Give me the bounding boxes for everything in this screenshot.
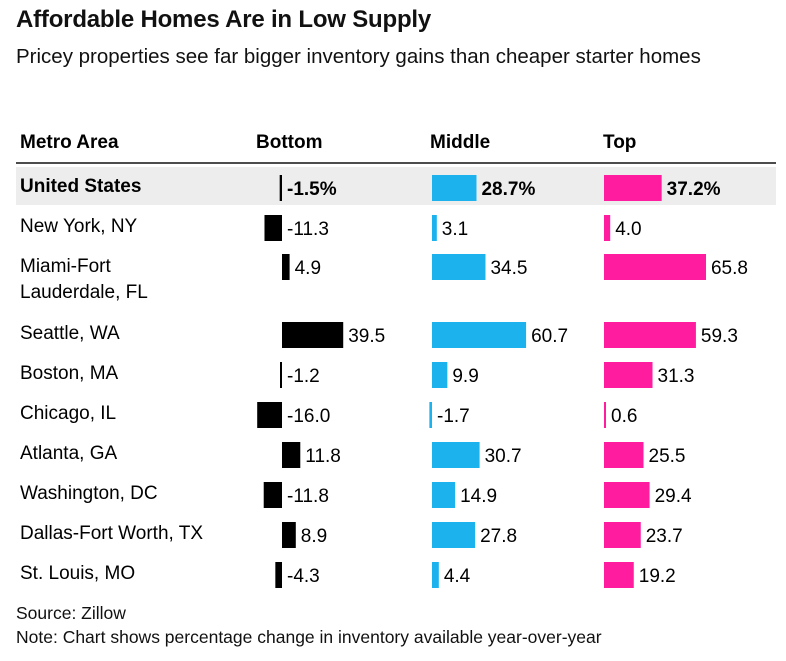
header-middle: Middle <box>430 132 490 153</box>
bottom-bar <box>263 482 282 508</box>
bottom-value-label: 11.8 <box>305 446 341 467</box>
bottom-bar <box>282 254 290 280</box>
footnote: Note: Chart shows percentage change in i… <box>16 627 602 647</box>
middle-bar <box>432 175 477 201</box>
middle-bar <box>432 362 448 388</box>
bottom-bar <box>282 442 301 468</box>
bottom-bar <box>257 402 282 428</box>
bottom-value-label: -16.0 <box>287 406 330 427</box>
bottom-value-label: 39.5 <box>348 326 385 347</box>
bottom-bar <box>282 322 344 348</box>
top-value-label: 65.8 <box>711 258 748 279</box>
chart-title: Affordable Homes Are in Low Supply <box>16 6 432 33</box>
chart-subtitle: Pricey properties see far bigger invento… <box>16 45 701 68</box>
metro-label: Chicago, IL <box>20 403 116 424</box>
metro-label: Atlanta, GA <box>20 443 117 464</box>
bottom-value-label: -11.3 <box>287 219 329 240</box>
top-value-label: 31.3 <box>658 366 695 387</box>
bottom-bar <box>282 522 296 548</box>
metro-label: Dallas-Fort Worth, TX <box>20 523 203 544</box>
bottom-value-label: -1.5% <box>287 179 337 200</box>
bottom-bar <box>279 175 282 201</box>
header-metro-area: Metro Area <box>20 132 119 153</box>
top-bar <box>604 322 696 348</box>
top-value-label: 37.2% <box>667 179 721 200</box>
metro-label: St. Louis, MO <box>20 563 135 584</box>
middle-value-label: 60.7 <box>531 326 568 347</box>
middle-value-label: 14.9 <box>460 486 497 507</box>
top-value-label: 25.5 <box>649 446 686 467</box>
middle-value-label: 30.7 <box>485 446 522 467</box>
middle-value-label: 34.5 <box>490 258 527 279</box>
source-note: Source: Zillow <box>16 603 126 623</box>
middle-value-label: 3.1 <box>442 219 468 240</box>
bottom-value-label: -4.3 <box>287 566 320 587</box>
top-bar <box>604 215 611 241</box>
top-value-label: 29.4 <box>655 486 692 507</box>
top-bar <box>604 482 650 508</box>
top-bar <box>604 254 706 280</box>
middle-value-label: 28.7% <box>481 179 535 200</box>
metro-label: Seattle, WA <box>20 323 120 344</box>
top-bar <box>604 442 644 468</box>
top-value-label: 19.2 <box>639 566 676 587</box>
middle-bar <box>432 522 476 548</box>
metro-label: Washington, DC <box>20 483 158 504</box>
bottom-value-label: -1.2 <box>287 366 320 387</box>
metro-label: Miami-Fort <box>20 256 111 277</box>
bottom-bar <box>275 562 282 588</box>
middle-value-label: -1.7 <box>437 406 470 427</box>
bottom-value-label: 4.9 <box>295 258 321 279</box>
header-top: Top <box>603 132 636 153</box>
middle-bar <box>432 482 456 508</box>
top-bar <box>604 562 634 588</box>
middle-value-label: 27.8 <box>480 526 517 547</box>
middle-value-label: 4.4 <box>444 566 471 587</box>
metro-label: Boston, MA <box>20 363 119 384</box>
top-bar <box>604 362 653 388</box>
top-value-label: 59.3 <box>701 326 738 347</box>
table-rows: United States -1.5% 28.7% 37.2% New York, NY… <box>16 167 776 588</box>
bottom-bar <box>280 362 282 388</box>
metro-label: New York, NY <box>20 216 138 237</box>
metro-label: Lauderdale, FL <box>20 282 148 303</box>
top-bar <box>604 402 606 428</box>
middle-bar <box>429 402 432 428</box>
bottom-bar <box>264 215 282 241</box>
top-bar <box>604 522 641 548</box>
middle-bar <box>432 562 439 588</box>
middle-bar <box>432 442 480 468</box>
top-value-label: 23.7 <box>646 526 683 547</box>
middle-bar <box>432 254 486 280</box>
bottom-value-label: -11.8 <box>287 486 329 507</box>
metro-label: United States <box>20 176 141 197</box>
middle-value-label: 9.9 <box>452 366 478 387</box>
middle-bar <box>432 322 527 348</box>
middle-bar <box>432 215 437 241</box>
top-value-label: 4.0 <box>615 219 641 240</box>
chart-table: Metro Area Bottom Middle Top United Stat… <box>16 132 776 588</box>
top-value-label: 0.6 <box>611 406 637 427</box>
top-bar <box>604 175 662 201</box>
bottom-value-label: 8.9 <box>301 526 327 547</box>
header-bottom: Bottom <box>256 132 322 153</box>
